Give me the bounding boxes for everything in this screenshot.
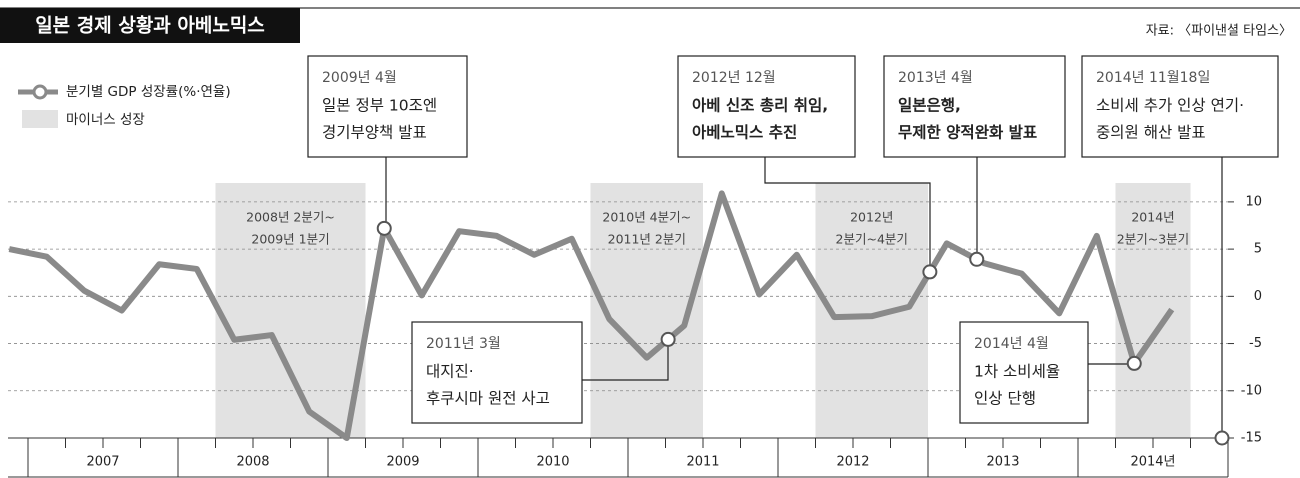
annotation-marker	[660, 331, 676, 347]
annotation-text: 인상 단행	[974, 390, 1036, 408]
annotation-date: 2014년 4월	[974, 336, 1049, 352]
annotation-date: 2013년 4월	[898, 70, 973, 86]
y-tick-label: 5	[1254, 242, 1262, 257]
annotation-text: 일본은행,	[898, 97, 961, 115]
annotation-marker	[969, 251, 985, 267]
legend-label: 마이너스 성장	[66, 112, 145, 128]
shade-label: 2분기~4분기	[836, 232, 908, 247]
x-group-label: 2013	[986, 455, 1019, 470]
annotation-box	[307, 55, 468, 158]
annotation-box	[959, 321, 1089, 424]
shade-label: 2008년 2분기~	[246, 210, 335, 225]
annotation-box	[677, 55, 856, 158]
leader-line	[582, 339, 669, 381]
annotation-text: 1차 소비세율	[974, 363, 1060, 381]
annotation-text: 경기부양책 발표	[322, 124, 427, 142]
y-tick-label: -5	[1249, 336, 1262, 351]
annotation-marker	[1214, 430, 1230, 446]
shade-label: 2011년 2분기	[608, 232, 686, 247]
shade-label: 2012년	[850, 210, 893, 225]
annotation-text: 대지진·	[426, 363, 474, 381]
annotation-date: 2009년 4월	[322, 70, 397, 86]
y-tick-label: -10	[1241, 383, 1262, 398]
annotation-text: 중의원 해산 발표	[1096, 124, 1206, 142]
annotation-date: 2012년 12월	[692, 70, 776, 86]
source: 자료: 〈파이낸셜 타임스〉	[1146, 24, 1292, 39]
annotation-text: 후쿠시마 원전 사고	[426, 390, 550, 408]
shade-period	[590, 183, 703, 438]
shade-label: 2014년	[1131, 210, 1174, 225]
annotation-date: 2011년 3월	[426, 336, 501, 352]
annotation-date: 2014년 11월18일	[1096, 70, 1210, 86]
x-group-label: 2008	[236, 455, 269, 470]
legend-label: 분기별 GDP 성장률(%·연율)	[66, 84, 231, 100]
shade-period	[215, 183, 366, 438]
annotation-marker	[376, 220, 392, 236]
annotation-box	[1081, 55, 1279, 158]
annotation-marker	[1126, 355, 1142, 371]
x-group-label: 2014년	[1130, 455, 1175, 470]
shade-label: 2분기~3분기	[1117, 232, 1189, 247]
x-group-label: 2011	[686, 455, 719, 470]
x-group-label: 2007	[86, 455, 119, 470]
title-box	[0, 8, 300, 43]
chart-title: 일본 경제 상황과 아베노믹스	[35, 14, 265, 37]
shade-label: 2010년 4분기~	[602, 210, 691, 225]
y-tick-label: 10	[1245, 194, 1262, 209]
annotation-box	[883, 55, 1066, 158]
y-tick-label: 0	[1254, 289, 1262, 304]
annotation-text: 무제한 양적완화 발표	[898, 123, 1037, 142]
annotation-marker	[922, 264, 938, 280]
annotation-text: 아베 신조 총리 취임,	[692, 97, 828, 115]
leader-line	[764, 157, 931, 272]
annotation-text: 소비세 추가 인상 연기·	[1096, 97, 1244, 115]
x-group-label: 2009	[386, 455, 419, 470]
annotation-text: 아베노믹스 추진	[692, 123, 797, 142]
y-tick-label: -15	[1241, 431, 1262, 446]
shade-label: 2009년 1분기	[251, 232, 329, 247]
annotation-text: 일본 정부 10조엔	[322, 97, 437, 115]
x-group-label: 2012	[836, 455, 869, 470]
legend-swatch	[22, 110, 58, 128]
x-group-label: 2010	[536, 455, 569, 470]
legend-marker	[32, 84, 48, 100]
shade-period	[815, 183, 928, 438]
shade-period	[1115, 183, 1191, 438]
annotation-box	[411, 321, 583, 424]
